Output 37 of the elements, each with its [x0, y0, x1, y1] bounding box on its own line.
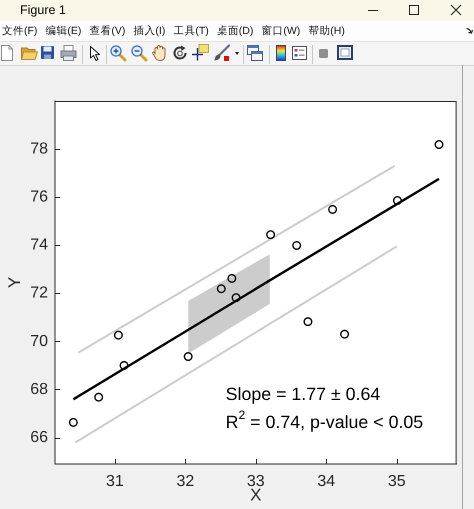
y-tick-label: 74 — [30, 236, 48, 254]
y-tick-label: 72 — [30, 284, 48, 302]
point — [340, 330, 350, 339]
y-tick-label: 68 — [30, 380, 48, 398]
point — [232, 293, 241, 302]
y-axis-title: Y — [4, 276, 24, 288]
point — [120, 360, 129, 370]
text: 插入(I) — [133, 24, 166, 38]
y-tick-label: 66 — [30, 428, 48, 446]
x-tick-label: 35 — [388, 473, 406, 490]
point — [392, 196, 402, 206]
point — [68, 418, 78, 427]
point — [216, 284, 226, 294]
text: 帮助(H) — [308, 24, 345, 38]
text: 桌面(D) — [216, 24, 254, 38]
point — [184, 352, 193, 362]
point — [303, 317, 312, 326]
point — [434, 140, 444, 150]
x-tick-label: 32 — [176, 473, 194, 490]
point — [94, 392, 104, 402]
y-tick-label: 70 — [30, 332, 48, 350]
point — [114, 330, 123, 340]
y-tick-label: 78 — [30, 140, 48, 158]
text: 工具(T) — [173, 24, 209, 38]
chart-title: Figure 1 — [20, 3, 66, 17]
text: 编辑(E) — [45, 24, 82, 38]
point — [266, 230, 276, 240]
text: 窗口(W) — [261, 24, 300, 38]
point — [227, 274, 236, 283]
x-axis-title: X — [250, 485, 262, 504]
y-tick-label: 76 — [30, 188, 48, 206]
x-tick-label: 31 — [106, 473, 124, 490]
x-tick-label: 34 — [317, 473, 336, 490]
text: 查看(V) — [89, 24, 126, 38]
text: 文件(F) — [2, 24, 38, 38]
point — [292, 240, 302, 250]
point — [328, 204, 338, 214]
